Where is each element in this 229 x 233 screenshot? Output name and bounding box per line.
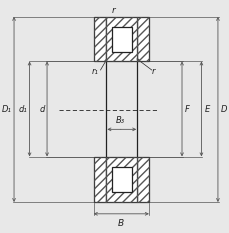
Polygon shape [106,17,137,61]
Text: E: E [203,105,209,114]
Text: D: D [220,105,226,114]
Polygon shape [137,17,148,61]
Polygon shape [111,27,131,51]
Polygon shape [93,157,106,202]
Polygon shape [137,157,148,202]
Text: r: r [111,6,114,15]
Polygon shape [93,17,106,61]
Text: B: B [117,219,123,228]
Text: B₃: B₃ [116,116,125,125]
Text: r: r [151,67,155,75]
Text: D₁: D₁ [2,105,12,114]
Text: F: F [184,105,189,114]
Polygon shape [106,157,137,202]
Text: d: d [40,105,45,114]
Text: r₁: r₁ [91,67,98,75]
Polygon shape [111,167,131,192]
Text: d₁: d₁ [19,105,27,114]
